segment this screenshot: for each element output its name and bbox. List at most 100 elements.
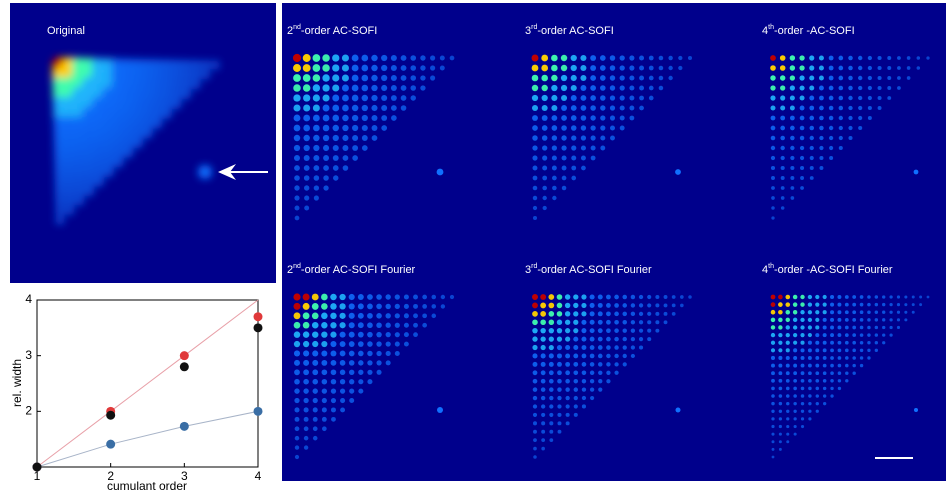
- spot: [786, 424, 790, 429]
- spot: [815, 356, 820, 360]
- spot: [622, 328, 627, 333]
- spot: [358, 388, 364, 394]
- spot: [341, 64, 349, 72]
- spot: [896, 318, 901, 322]
- title-sup: rd: [531, 263, 537, 270]
- spot: [828, 135, 834, 141]
- fit-line: [36, 299, 259, 468]
- spot: [53, 125, 67, 140]
- spot: [808, 371, 812, 376]
- spot: [549, 404, 554, 409]
- spot: [322, 64, 330, 72]
- spot: [789, 105, 795, 111]
- spot: [532, 353, 538, 359]
- spot: [330, 378, 337, 385]
- spot: [658, 85, 664, 91]
- spot: [581, 319, 587, 325]
- spot: [614, 328, 619, 333]
- spot: [852, 348, 856, 353]
- spot: [867, 340, 871, 345]
- spot: [332, 114, 340, 122]
- spot: [170, 59, 183, 71]
- spot: [101, 106, 116, 121]
- spot: [330, 293, 337, 301]
- spot: [571, 145, 577, 151]
- spot: [823, 402, 827, 406]
- spot: [561, 115, 567, 121]
- spot: [330, 312, 337, 320]
- spot: [785, 394, 790, 398]
- spot: [371, 84, 378, 92]
- spot: [312, 84, 321, 92]
- spot: [403, 332, 409, 338]
- spot: [349, 398, 355, 404]
- spot: [877, 85, 882, 91]
- spot: [540, 294, 547, 300]
- spot: [561, 125, 567, 131]
- title-text: -order AC-SOFI: [301, 25, 377, 37]
- spot: [322, 114, 330, 122]
- spot: [573, 336, 579, 342]
- spot: [822, 386, 827, 391]
- spot: [580, 155, 586, 161]
- spot: [531, 84, 539, 92]
- spot: [557, 404, 562, 409]
- spot: [785, 386, 790, 391]
- point: [179, 362, 189, 372]
- spot: [639, 75, 645, 81]
- spot: [807, 348, 812, 353]
- spot: [919, 295, 923, 299]
- spot: [348, 312, 355, 319]
- spot: [770, 340, 776, 345]
- x-tick-label: 3: [181, 469, 188, 483]
- spot: [548, 294, 555, 300]
- spot: [630, 294, 636, 300]
- spot: [852, 363, 856, 368]
- spot: [671, 295, 676, 299]
- spot: [882, 325, 886, 330]
- spot: [565, 378, 570, 384]
- spot: [580, 54, 587, 62]
- spot: [390, 75, 397, 81]
- spot: [606, 319, 611, 325]
- spot: [565, 345, 571, 351]
- spot: [102, 155, 115, 168]
- spot: [403, 313, 409, 319]
- spot: [342, 94, 349, 102]
- spot: [658, 75, 664, 81]
- spot: [807, 340, 812, 345]
- spot: [597, 294, 603, 300]
- spot: [351, 74, 359, 82]
- spot: [619, 55, 625, 61]
- spot: [358, 379, 364, 385]
- spot: [131, 107, 144, 120]
- spot: [818, 55, 824, 61]
- spot: [313, 195, 319, 201]
- spot: [808, 417, 812, 421]
- spot: [792, 317, 798, 323]
- spot: [800, 394, 805, 398]
- spot: [303, 388, 309, 394]
- spot: [790, 125, 795, 131]
- spot: [663, 295, 668, 299]
- spot: [790, 165, 795, 171]
- spot: [557, 395, 562, 401]
- spot: [303, 378, 309, 385]
- axes-frame: [36, 299, 259, 468]
- spot: [357, 341, 364, 347]
- spot: [160, 68, 173, 81]
- spot: [663, 320, 668, 325]
- spot: [304, 205, 310, 211]
- spot: [322, 94, 330, 102]
- spot: [565, 361, 571, 367]
- spot: [668, 55, 673, 61]
- spot: [321, 350, 328, 357]
- spot: [606, 379, 611, 384]
- spot: [541, 135, 548, 141]
- spot: [859, 295, 864, 299]
- spot: [845, 371, 849, 375]
- spot: [619, 65, 625, 71]
- spot: [410, 95, 416, 101]
- spot: [789, 75, 796, 81]
- spot: [600, 145, 606, 151]
